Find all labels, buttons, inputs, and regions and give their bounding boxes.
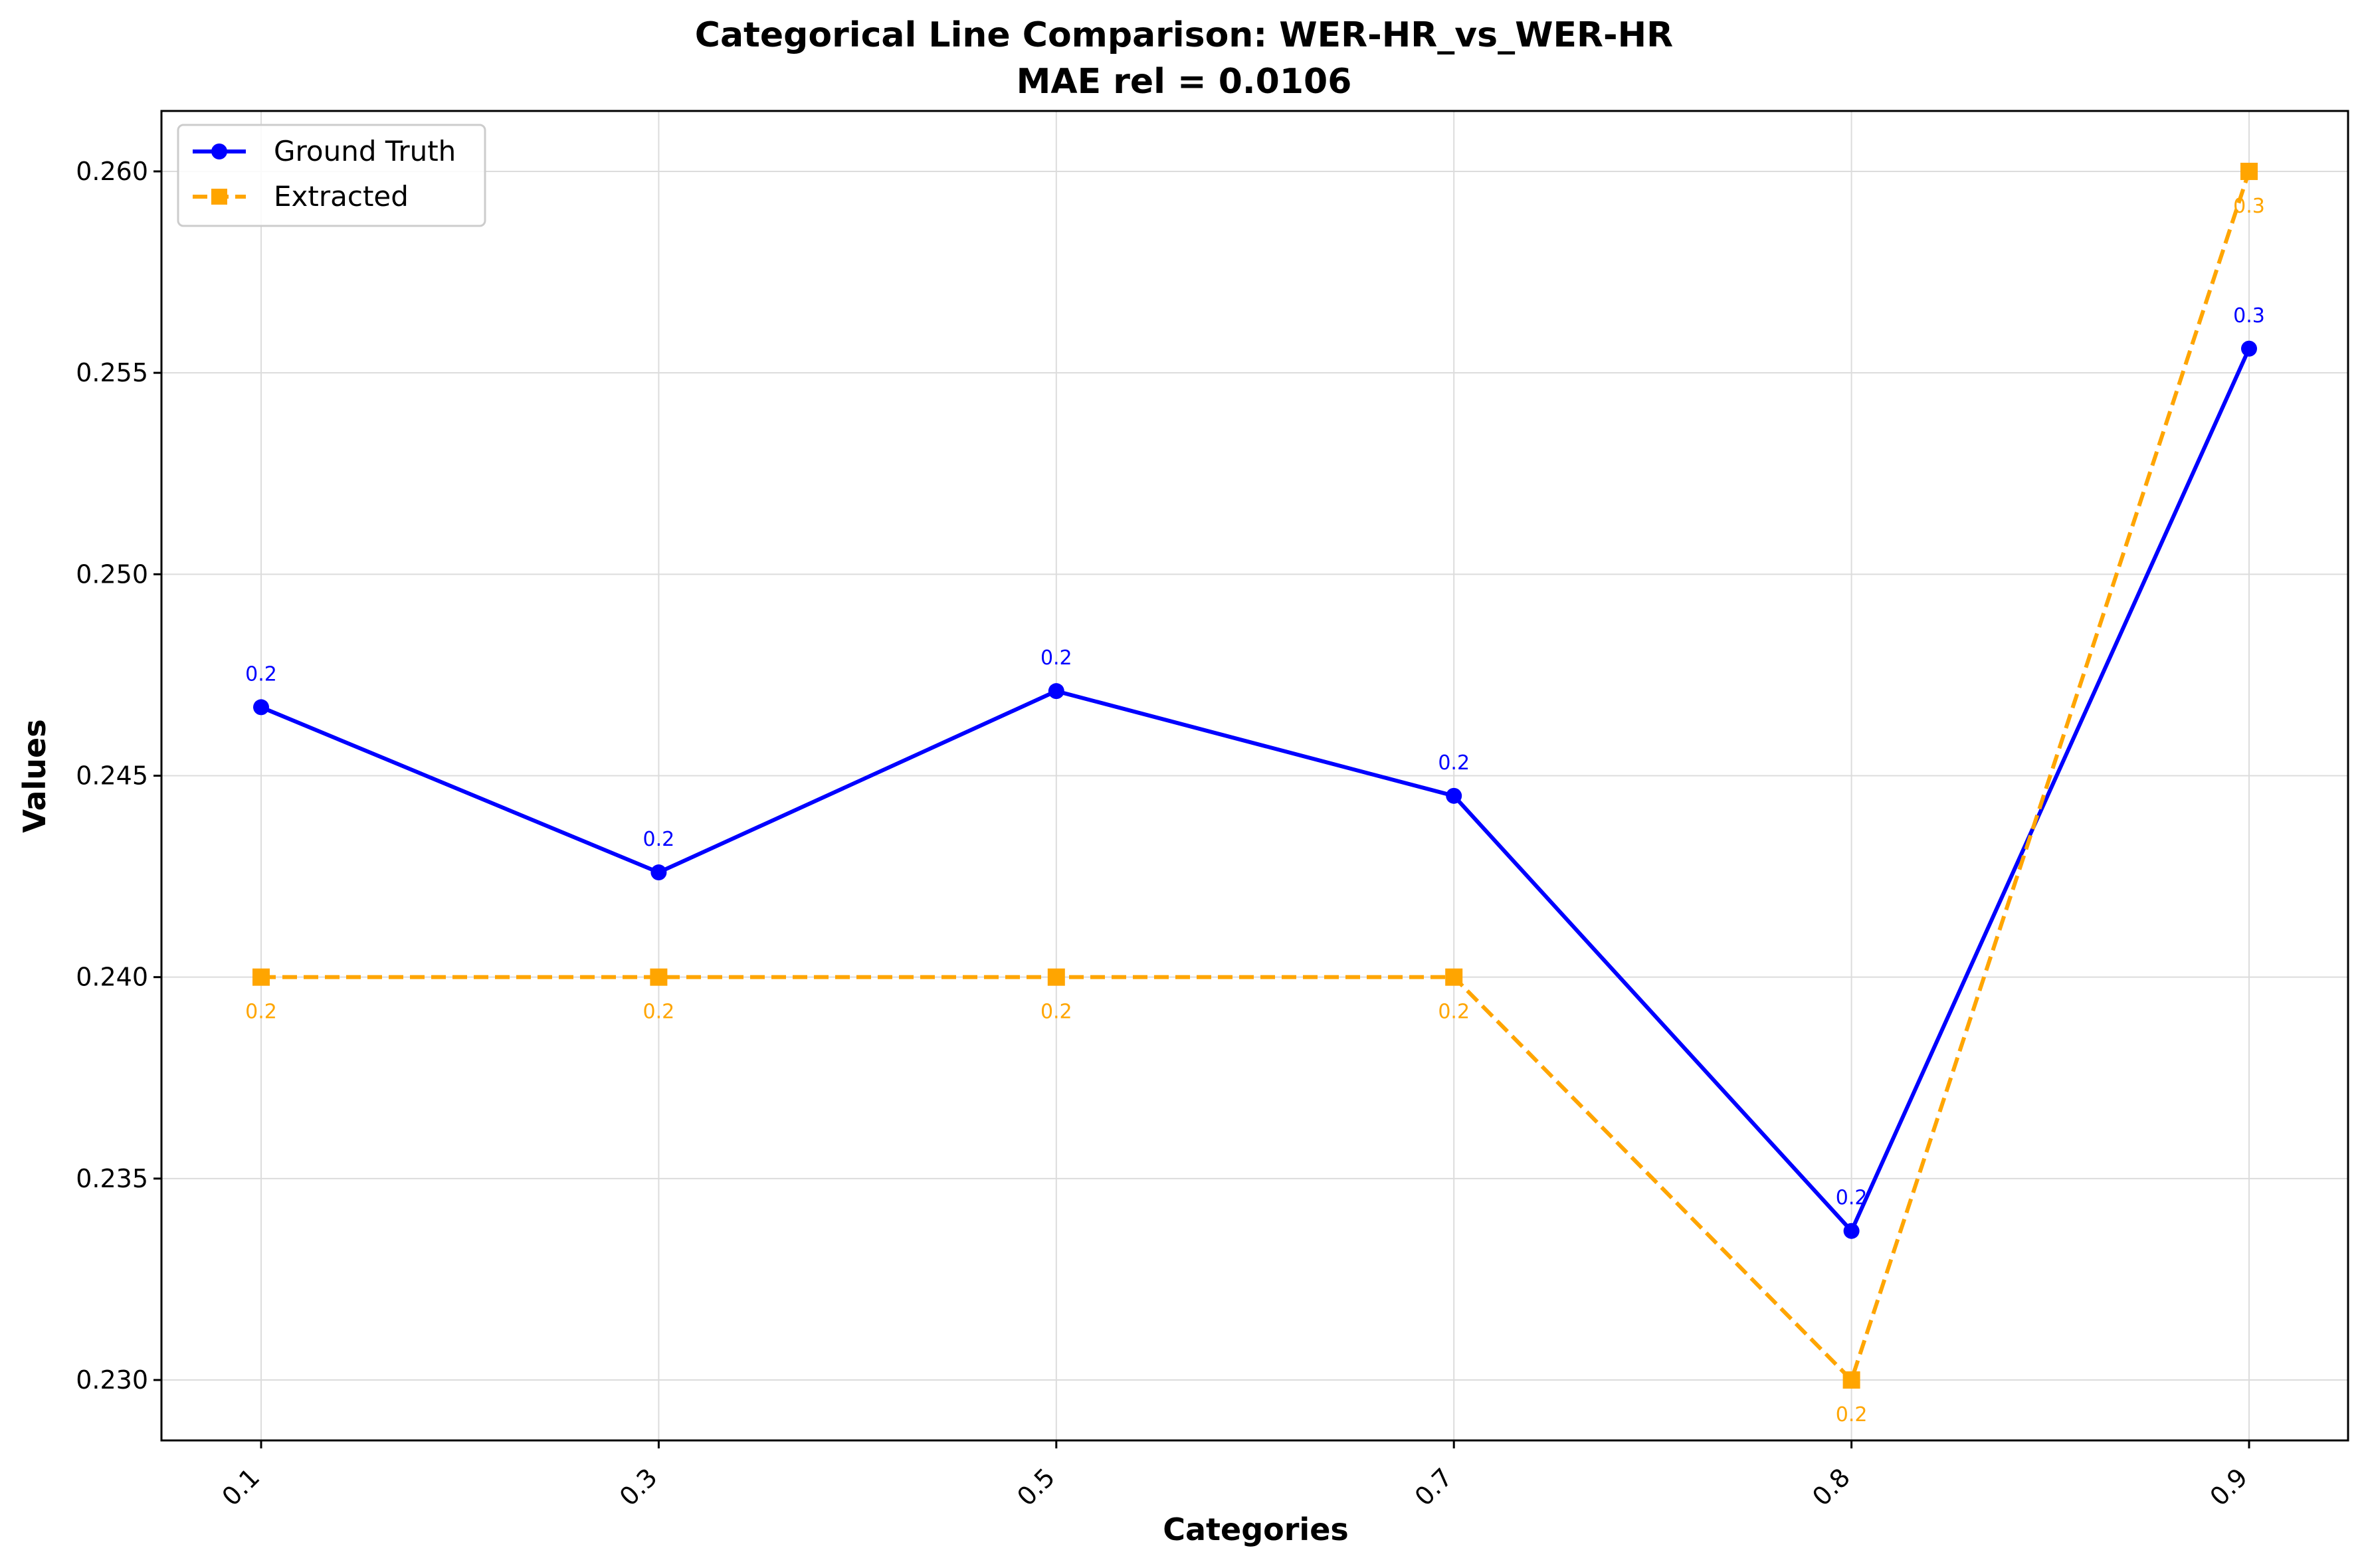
- y-tick-label: 0.255: [76, 358, 148, 387]
- ground-truth-data-label: 0.2: [245, 662, 277, 686]
- extracted-point: [650, 968, 668, 986]
- ground-truth-point: [2241, 340, 2257, 357]
- ground-truth-data-label: 0.3: [2233, 304, 2265, 328]
- extracted-point: [1047, 968, 1065, 986]
- ground-truth-data-label: 0.2: [1040, 646, 1072, 670]
- x-axis-label: Categories: [1163, 1512, 1349, 1547]
- legend-ground-truth-marker: [211, 144, 227, 159]
- legend: Ground Truth Extracted: [177, 124, 486, 227]
- y-axis-label: Values: [17, 719, 52, 833]
- ground-truth-point: [1048, 683, 1064, 700]
- y-tick-label: 0.240: [76, 963, 148, 992]
- extracted-point: [2240, 162, 2258, 180]
- ground-truth-point: [1843, 1223, 1860, 1239]
- ground-truth-data-label: 0.2: [1836, 1187, 1868, 1210]
- extracted-point: [1445, 968, 1463, 986]
- y-tick-label: 0.245: [76, 761, 148, 791]
- y-tick-label: 0.230: [76, 1365, 148, 1395]
- extracted-data-label: 0.2: [245, 1001, 277, 1024]
- extracted-data-label: 0.2: [643, 1001, 675, 1024]
- y-tick-label: 0.260: [76, 157, 148, 186]
- grid: [161, 111, 2348, 1440]
- extracted-point: [1842, 1371, 1860, 1389]
- data-labels: 0.2 0.2 0.2 0.2 0.2 0.3 0.2 0.2 0.2 0.2 0.2 0.3: [245, 195, 2265, 1426]
- extracted-data-label: 0.2: [1438, 1001, 1470, 1024]
- ground-truth-data-label: 0.2: [643, 828, 675, 851]
- legend-box: [177, 124, 486, 227]
- plot-area: [160, 110, 2349, 1442]
- extracted-data-label: 0.2: [1836, 1403, 1868, 1426]
- extracted-data-label: 0.3: [2233, 195, 2265, 218]
- ground-truth-point: [1446, 787, 1462, 804]
- legend-extracted-marker: [211, 189, 227, 205]
- ground-truth-data-label: 0.2: [1438, 751, 1470, 775]
- extracted-point: [252, 968, 270, 986]
- ground-truth-point: [650, 864, 667, 881]
- legend-ground-truth-label: Ground Truth: [274, 135, 456, 167]
- legend-extracted-label: Extracted: [274, 180, 409, 213]
- ground-truth-point: [253, 699, 269, 716]
- extracted-data-label: 0.2: [1040, 1001, 1072, 1024]
- ground-truth-line: [259, 346, 2251, 1233]
- extracted-line: [261, 171, 2251, 1383]
- chart-title: Categorical Line Comparison: WER-HR_vs_W…: [695, 15, 1673, 55]
- chart-subtitle: MAE rel = 0.0106: [1017, 62, 1352, 102]
- series-group: [252, 162, 2258, 1389]
- y-tick-label: 0.250: [76, 559, 148, 589]
- y-tick-label: 0.235: [76, 1164, 148, 1193]
